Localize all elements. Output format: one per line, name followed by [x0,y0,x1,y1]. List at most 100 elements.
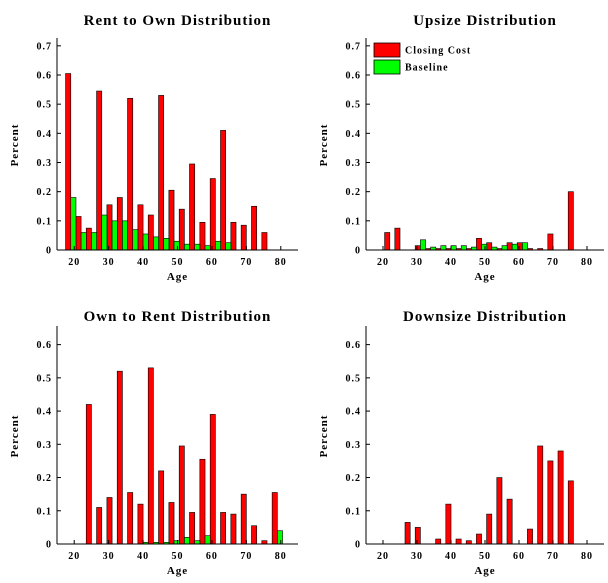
y-tick-label: 0 [355,540,361,551]
bar-closing-cost [414,527,421,545]
x-tick-label: 70 [547,257,559,268]
y-axis-label: Percent [9,415,21,458]
bar-closing-cost [96,507,103,545]
bar-closing-cost [220,512,226,545]
x-tick-label: 80 [581,257,593,268]
bar-baseline [460,245,467,251]
x-tick-label: 70 [240,551,252,562]
bar-closing-cost [506,242,513,251]
bar-closing-cost [496,477,503,545]
x-tick-label: 40 [445,551,457,562]
bar-closing-cost [261,232,268,251]
bar-baseline [522,242,528,251]
y-tick-label: 0.2 [37,187,53,198]
x-tick-label: 40 [137,257,149,268]
y-tick-label: 0.1 [37,506,53,517]
bar-baseline [204,535,211,545]
x-tick-label: 30 [103,551,115,562]
bar-closing-cost [486,513,493,545]
bar-closing-cost [547,460,554,545]
y-tick-label: 0 [46,246,52,257]
x-tick-label: 80 [581,551,593,562]
x-tick-label: 80 [275,257,287,268]
bar-closing-cost [486,242,493,251]
bar-baseline [91,232,97,251]
bar-closing-cost [271,492,278,545]
bar-closing-cost [476,238,482,251]
y-tick-label: 0.3 [346,440,362,451]
x-tick-label: 30 [411,257,423,268]
bar-closing-cost [178,445,185,545]
bar-closing-cost [384,232,391,251]
bar-closing-cost [106,204,113,251]
bar-baseline [142,233,149,251]
bar-closing-cost [516,242,523,251]
bar-baseline [501,245,508,251]
x-tick-label: 50 [172,551,184,562]
x-tick-label: 80 [275,551,287,562]
y-axis-label: Percent [318,124,330,167]
bar-closing-cost [158,470,165,545]
legend-swatch-baseline [373,59,401,75]
bar-closing-cost [240,493,247,545]
y-tick-label: 0.3 [346,158,362,169]
chart-title: Rent to Own Distribution [84,13,272,29]
bar-closing-cost [127,492,134,545]
bar-closing-cost [209,178,216,251]
bar-closing-cost [394,227,401,251]
bar-baseline [184,537,190,545]
chart-title: Own to Rent Distribution [84,309,272,325]
bar-closing-cost [199,458,206,545]
bar-closing-cost [189,163,196,251]
bar-closing-cost [209,414,216,545]
y-tick-label: 0 [355,246,361,257]
bar-closing-cost [147,214,154,251]
legend: Closing Cost Baseline [373,42,471,75]
x-tick-label: 50 [479,257,491,268]
bar-baseline [70,197,77,251]
y-tick-label: 0.3 [37,440,53,451]
bar-baseline [277,530,283,545]
x-tick-label: 20 [68,551,80,562]
bar-closing-cost [251,205,257,251]
legend-label-closing-cost: Closing Cost [405,46,471,57]
x-tick-label: 60 [206,551,218,562]
bar-closing-cost [567,480,574,545]
y-tick-label: 0.6 [37,71,53,82]
bar-closing-cost [567,191,574,251]
y-tick-label: 0.1 [346,216,362,227]
y-tick-label: 0.2 [346,473,362,484]
bar-baseline [450,245,457,251]
y-tick-label: 0.5 [37,373,53,384]
y-tick-label: 0.7 [37,41,53,52]
y-tick-label: 0.4 [37,407,53,418]
x-tick-label: 30 [411,551,423,562]
bar-closing-cost [230,221,237,251]
legend-swatch-closing-cost [373,42,401,58]
y-tick-label: 0.4 [346,129,362,140]
bar-baseline [122,220,128,251]
legend-label-baseline: Baseline [405,63,449,74]
y-tick-label: 0.4 [346,407,362,418]
bar-baseline [511,243,518,251]
chart-panel-3: Own to Rent Distribution 0 0.1 0.2 0.3 0.4 0.5… [9,309,298,577]
bar-closing-cost [178,208,185,251]
bar-closing-cost [137,503,144,545]
bar-baseline [194,243,201,251]
bar-baseline [163,238,170,251]
chart-panel-4: Downsize Distribution 0 0.1 0.2 0.3 0.4 0.5 0.6… [318,309,604,577]
x-tick-label: 50 [172,257,184,268]
bar-closing-cost [147,367,154,545]
y-tick-label: 0.7 [346,41,362,52]
bar-closing-cost [85,227,92,251]
y-tick-label: 0.5 [346,373,362,384]
x-tick-label: 50 [479,551,491,562]
y-tick-label: 0.4 [37,129,53,140]
bar-closing-cost [230,513,237,545]
x-tick-label: 70 [547,551,559,562]
bar-closing-cost [220,130,226,251]
x-tick-label: 40 [445,257,457,268]
x-tick-label: 30 [103,257,115,268]
x-tick-label: 40 [137,551,149,562]
